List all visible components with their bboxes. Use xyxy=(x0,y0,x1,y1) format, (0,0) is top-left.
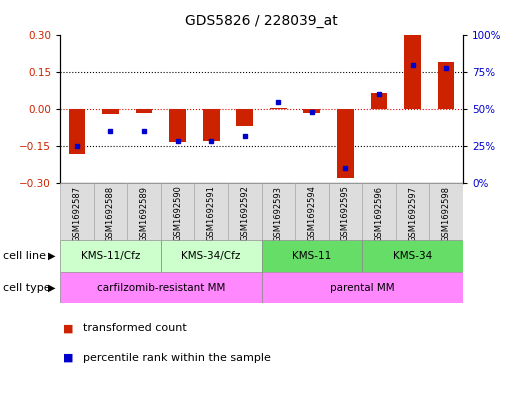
Text: cell type: cell type xyxy=(3,283,50,293)
Bar xyxy=(362,183,396,240)
Bar xyxy=(60,272,262,303)
Bar xyxy=(303,109,320,114)
Text: GSM1692597: GSM1692597 xyxy=(408,185,417,242)
Bar xyxy=(262,183,295,240)
Text: GSM1692594: GSM1692594 xyxy=(308,185,316,241)
Text: ▶: ▶ xyxy=(48,251,55,261)
Bar xyxy=(371,93,388,109)
Text: GSM1692588: GSM1692588 xyxy=(106,185,115,242)
Text: GSM1692598: GSM1692598 xyxy=(441,185,451,242)
Bar xyxy=(94,183,127,240)
Text: parental MM: parental MM xyxy=(330,283,394,293)
Text: carfilzomib-resistant MM: carfilzomib-resistant MM xyxy=(97,283,225,293)
Text: GSM1692587: GSM1692587 xyxy=(72,185,82,242)
Bar xyxy=(60,183,94,240)
Text: GSM1692591: GSM1692591 xyxy=(207,185,215,241)
Bar xyxy=(328,183,362,240)
Bar xyxy=(127,183,161,240)
Bar xyxy=(203,109,220,141)
Bar xyxy=(270,108,287,109)
Text: GSM1692595: GSM1692595 xyxy=(341,185,350,241)
Bar xyxy=(236,109,253,126)
Bar xyxy=(135,109,152,114)
Text: ■: ■ xyxy=(63,353,73,363)
Text: GSM1692592: GSM1692592 xyxy=(240,185,249,241)
Text: cell line: cell line xyxy=(3,251,46,261)
Text: percentile rank within the sample: percentile rank within the sample xyxy=(83,353,270,363)
Bar xyxy=(438,62,454,109)
Bar xyxy=(60,240,161,272)
Bar xyxy=(102,109,119,114)
Bar xyxy=(404,35,421,109)
Bar xyxy=(228,183,262,240)
Bar xyxy=(195,183,228,240)
Text: GSM1692589: GSM1692589 xyxy=(140,185,149,242)
Bar xyxy=(295,183,328,240)
Bar xyxy=(429,183,463,240)
Bar xyxy=(169,109,186,142)
Text: GSM1692590: GSM1692590 xyxy=(173,185,182,241)
Text: KMS-11: KMS-11 xyxy=(292,251,332,261)
Bar xyxy=(69,109,85,154)
Text: KMS-34: KMS-34 xyxy=(393,251,432,261)
Bar xyxy=(262,272,463,303)
Bar xyxy=(161,240,262,272)
Bar xyxy=(262,240,362,272)
Text: KMS-11/Cfz: KMS-11/Cfz xyxy=(81,251,140,261)
Bar xyxy=(337,109,354,178)
Bar xyxy=(396,183,429,240)
Text: transformed count: transformed count xyxy=(83,323,186,333)
Text: ■: ■ xyxy=(63,323,73,333)
Text: KMS-34/Cfz: KMS-34/Cfz xyxy=(181,251,241,261)
Text: GDS5826 / 228039_at: GDS5826 / 228039_at xyxy=(185,14,338,28)
Bar xyxy=(362,240,463,272)
Text: ▶: ▶ xyxy=(48,283,55,293)
Text: GSM1692596: GSM1692596 xyxy=(374,185,383,242)
Bar xyxy=(161,183,195,240)
Text: GSM1692593: GSM1692593 xyxy=(274,185,283,242)
